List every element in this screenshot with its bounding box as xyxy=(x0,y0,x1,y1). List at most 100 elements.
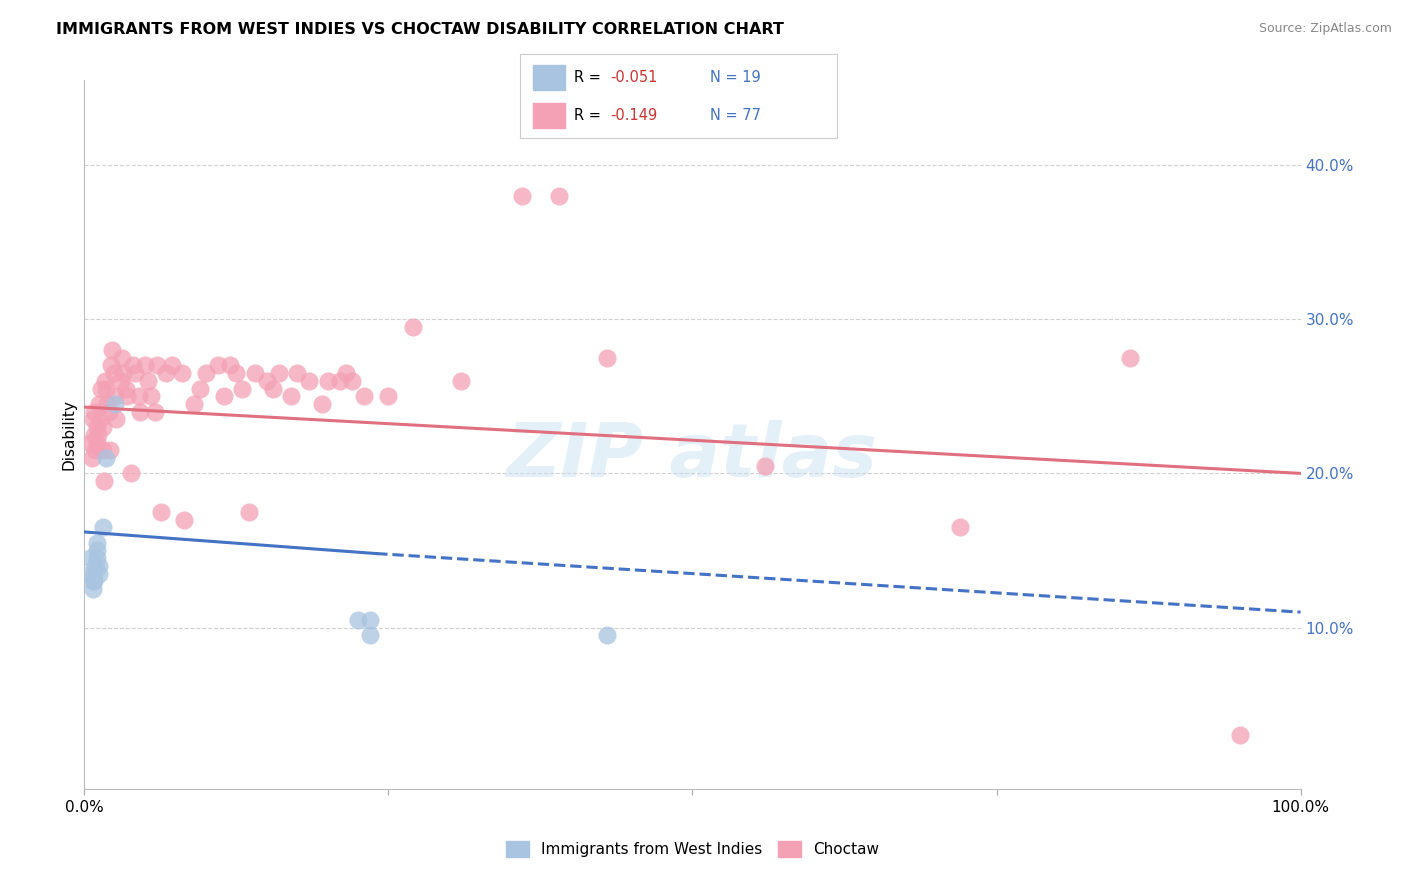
Point xyxy=(1229,729,1251,743)
Text: R =: R = xyxy=(574,108,606,123)
Point xyxy=(285,366,308,380)
Point xyxy=(143,405,166,419)
Point xyxy=(340,374,363,388)
Point xyxy=(98,443,121,458)
Point xyxy=(96,450,118,465)
Point xyxy=(86,543,108,558)
Point xyxy=(120,467,142,481)
Point xyxy=(86,551,108,566)
Point xyxy=(188,382,211,396)
Point xyxy=(238,505,260,519)
Point xyxy=(225,366,247,380)
Point xyxy=(335,366,357,380)
Point xyxy=(129,405,152,419)
Point xyxy=(83,405,105,419)
Bar xyxy=(533,64,565,90)
Point xyxy=(87,428,110,442)
Point xyxy=(83,428,105,442)
Point xyxy=(134,359,156,373)
Point xyxy=(359,628,381,642)
Text: Source: ZipAtlas.com: Source: ZipAtlas.com xyxy=(1258,22,1392,36)
Point xyxy=(83,574,105,589)
Point xyxy=(298,374,321,388)
Text: -0.051: -0.051 xyxy=(610,70,658,85)
Point xyxy=(949,520,972,534)
Point xyxy=(316,374,339,388)
Point xyxy=(84,558,107,573)
Point xyxy=(155,366,177,380)
Point xyxy=(329,374,352,388)
Point xyxy=(267,366,290,380)
Point xyxy=(122,359,145,373)
Point xyxy=(87,566,110,581)
Point xyxy=(359,613,381,627)
Point xyxy=(96,397,118,411)
Text: N = 77: N = 77 xyxy=(710,108,761,123)
Point xyxy=(103,366,125,380)
Point xyxy=(183,397,205,411)
Text: -0.149: -0.149 xyxy=(610,108,658,123)
Point xyxy=(94,374,117,388)
Point xyxy=(104,412,127,426)
Point xyxy=(115,389,138,403)
Point xyxy=(80,450,103,465)
Y-axis label: Disability: Disability xyxy=(60,400,76,470)
Point xyxy=(100,359,122,373)
Point xyxy=(83,566,105,581)
Point xyxy=(212,389,235,403)
Point xyxy=(86,435,108,450)
Point xyxy=(256,374,278,388)
Point xyxy=(86,420,108,434)
Point xyxy=(450,374,472,388)
Point xyxy=(96,382,118,396)
Point xyxy=(79,435,101,450)
Point xyxy=(262,382,284,396)
Point xyxy=(547,189,569,203)
Point xyxy=(402,320,425,334)
Point xyxy=(86,535,108,549)
Point xyxy=(754,458,776,473)
Point xyxy=(82,574,104,589)
Point xyxy=(110,374,132,388)
Point xyxy=(149,505,172,519)
Bar xyxy=(533,103,565,128)
Point xyxy=(311,397,333,411)
Point xyxy=(124,366,146,380)
Text: IMMIGRANTS FROM WEST INDIES VS CHOCTAW DISABILITY CORRELATION CHART: IMMIGRANTS FROM WEST INDIES VS CHOCTAW D… xyxy=(56,22,785,37)
Point xyxy=(79,551,101,566)
Point xyxy=(280,389,302,403)
Point xyxy=(219,359,242,373)
Point xyxy=(91,443,114,458)
Point xyxy=(82,582,104,596)
Text: ZIP atlas: ZIP atlas xyxy=(508,419,877,492)
Point xyxy=(111,351,134,365)
Point xyxy=(101,343,124,357)
Point xyxy=(596,351,619,365)
Point xyxy=(596,628,619,642)
Point xyxy=(97,405,120,419)
Point xyxy=(87,397,110,411)
Point xyxy=(112,366,135,380)
Point xyxy=(377,389,399,403)
Point xyxy=(1119,351,1142,365)
Point xyxy=(104,389,127,403)
Point xyxy=(90,382,112,396)
Point xyxy=(79,566,101,581)
Point xyxy=(136,374,159,388)
Point xyxy=(347,613,370,627)
Point xyxy=(173,513,195,527)
Point xyxy=(170,366,193,380)
Point xyxy=(195,366,218,380)
Point xyxy=(231,382,253,396)
Point xyxy=(510,189,533,203)
Point xyxy=(91,420,114,434)
Point xyxy=(82,412,104,426)
Point xyxy=(160,359,183,373)
Legend: Immigrants from West Indies, Choctaw: Immigrants from West Indies, Choctaw xyxy=(501,835,884,863)
Point xyxy=(207,359,229,373)
Point xyxy=(104,397,127,411)
Point xyxy=(114,382,136,396)
Text: R =: R = xyxy=(574,70,606,85)
Point xyxy=(93,474,115,488)
Point xyxy=(146,359,169,373)
